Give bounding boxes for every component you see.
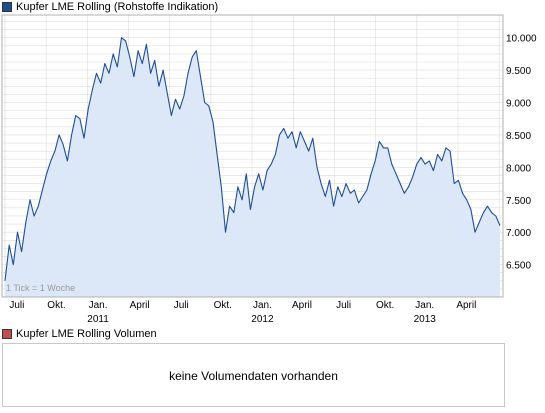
x-tick-label: Okt. (47, 300, 65, 311)
x-tick-label: April (292, 300, 312, 311)
x-tick-label: Jan. (89, 300, 108, 311)
x-tick-label: Jan. (415, 300, 434, 311)
volume-panel: keine Volumendaten vorhanden (2, 343, 505, 407)
x-tick-label: Juli (174, 300, 189, 311)
y-tick-label: 9.500 (506, 66, 531, 77)
volume-legend-swatch (2, 329, 12, 339)
tick-note: 1 Tick = 1 Woche (6, 283, 75, 293)
x-tick-label: Okt. (376, 300, 394, 311)
volume-empty-message: keine Volumendaten vorhanden (169, 369, 338, 383)
series-line (4, 37, 501, 281)
price-legend: Kupfer LME Rolling (Rohstoffe Indikation… (2, 0, 218, 14)
series-area (5, 37, 500, 297)
y-tick-label: 7.500 (506, 196, 531, 207)
price-legend-label: Kupfer LME Rolling (Rohstoffe Indikation… (16, 1, 219, 13)
x-tick-label: Juli (9, 300, 24, 311)
x-year-label: 2011 (87, 314, 109, 325)
plot-frame (1, 14, 504, 298)
y-tick-label: 6.500 (506, 261, 531, 272)
x-year-label: 2013 (414, 314, 437, 325)
x-tick-label: April (456, 300, 476, 311)
y-tick-label: 7.000 (506, 228, 531, 239)
price-legend-swatch (2, 2, 12, 12)
y-tick-label: 8.500 (506, 131, 531, 142)
x-year-label: 2012 (251, 314, 274, 325)
x-tick-label: Jan. (253, 300, 272, 311)
y-tick-label: 8.000 (506, 163, 531, 174)
x-tick-label: April (130, 300, 150, 311)
x-tick-label: Juli (336, 300, 351, 311)
y-tick-label: 10.000 (506, 34, 537, 45)
price-chart: 10.000 9.500 9.000 8.500 8.000 7.500 7.000 6.50… (1, 14, 537, 325)
volume-legend-label: Kupfer LME Rolling Volumen (16, 328, 157, 340)
volume-legend: Kupfer LME Rolling Volumen (2, 327, 157, 341)
x-tick-label: Okt. (214, 300, 232, 311)
y-tick-label: 9.000 (506, 99, 531, 110)
